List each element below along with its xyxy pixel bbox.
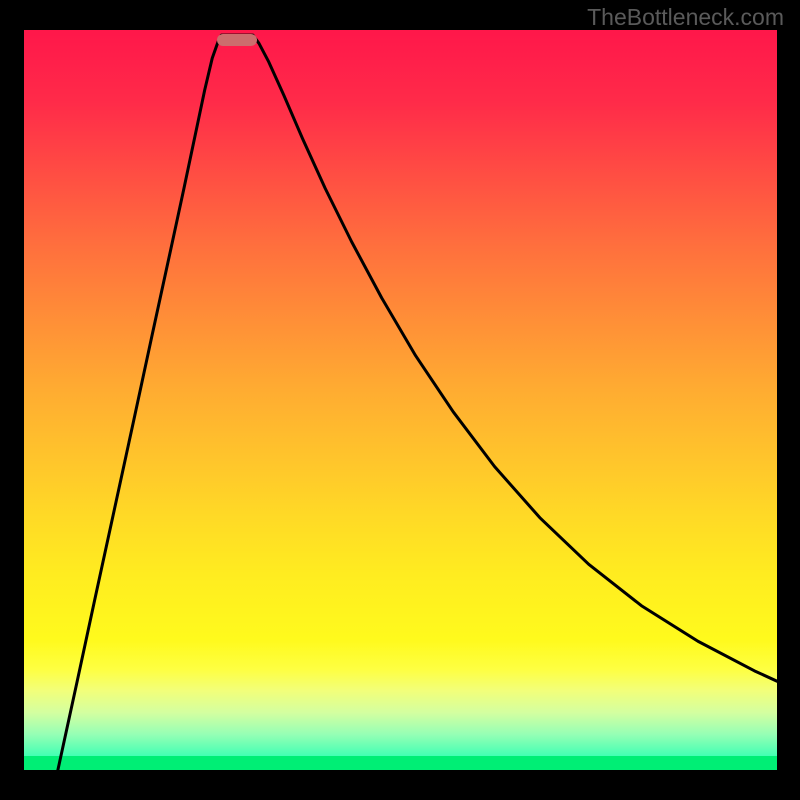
bottleneck-curve xyxy=(58,35,777,770)
plot-area xyxy=(24,30,777,770)
curve-layer xyxy=(24,30,777,770)
optimal-marker xyxy=(217,34,257,46)
watermark-text: TheBottleneck.com xyxy=(587,4,784,31)
